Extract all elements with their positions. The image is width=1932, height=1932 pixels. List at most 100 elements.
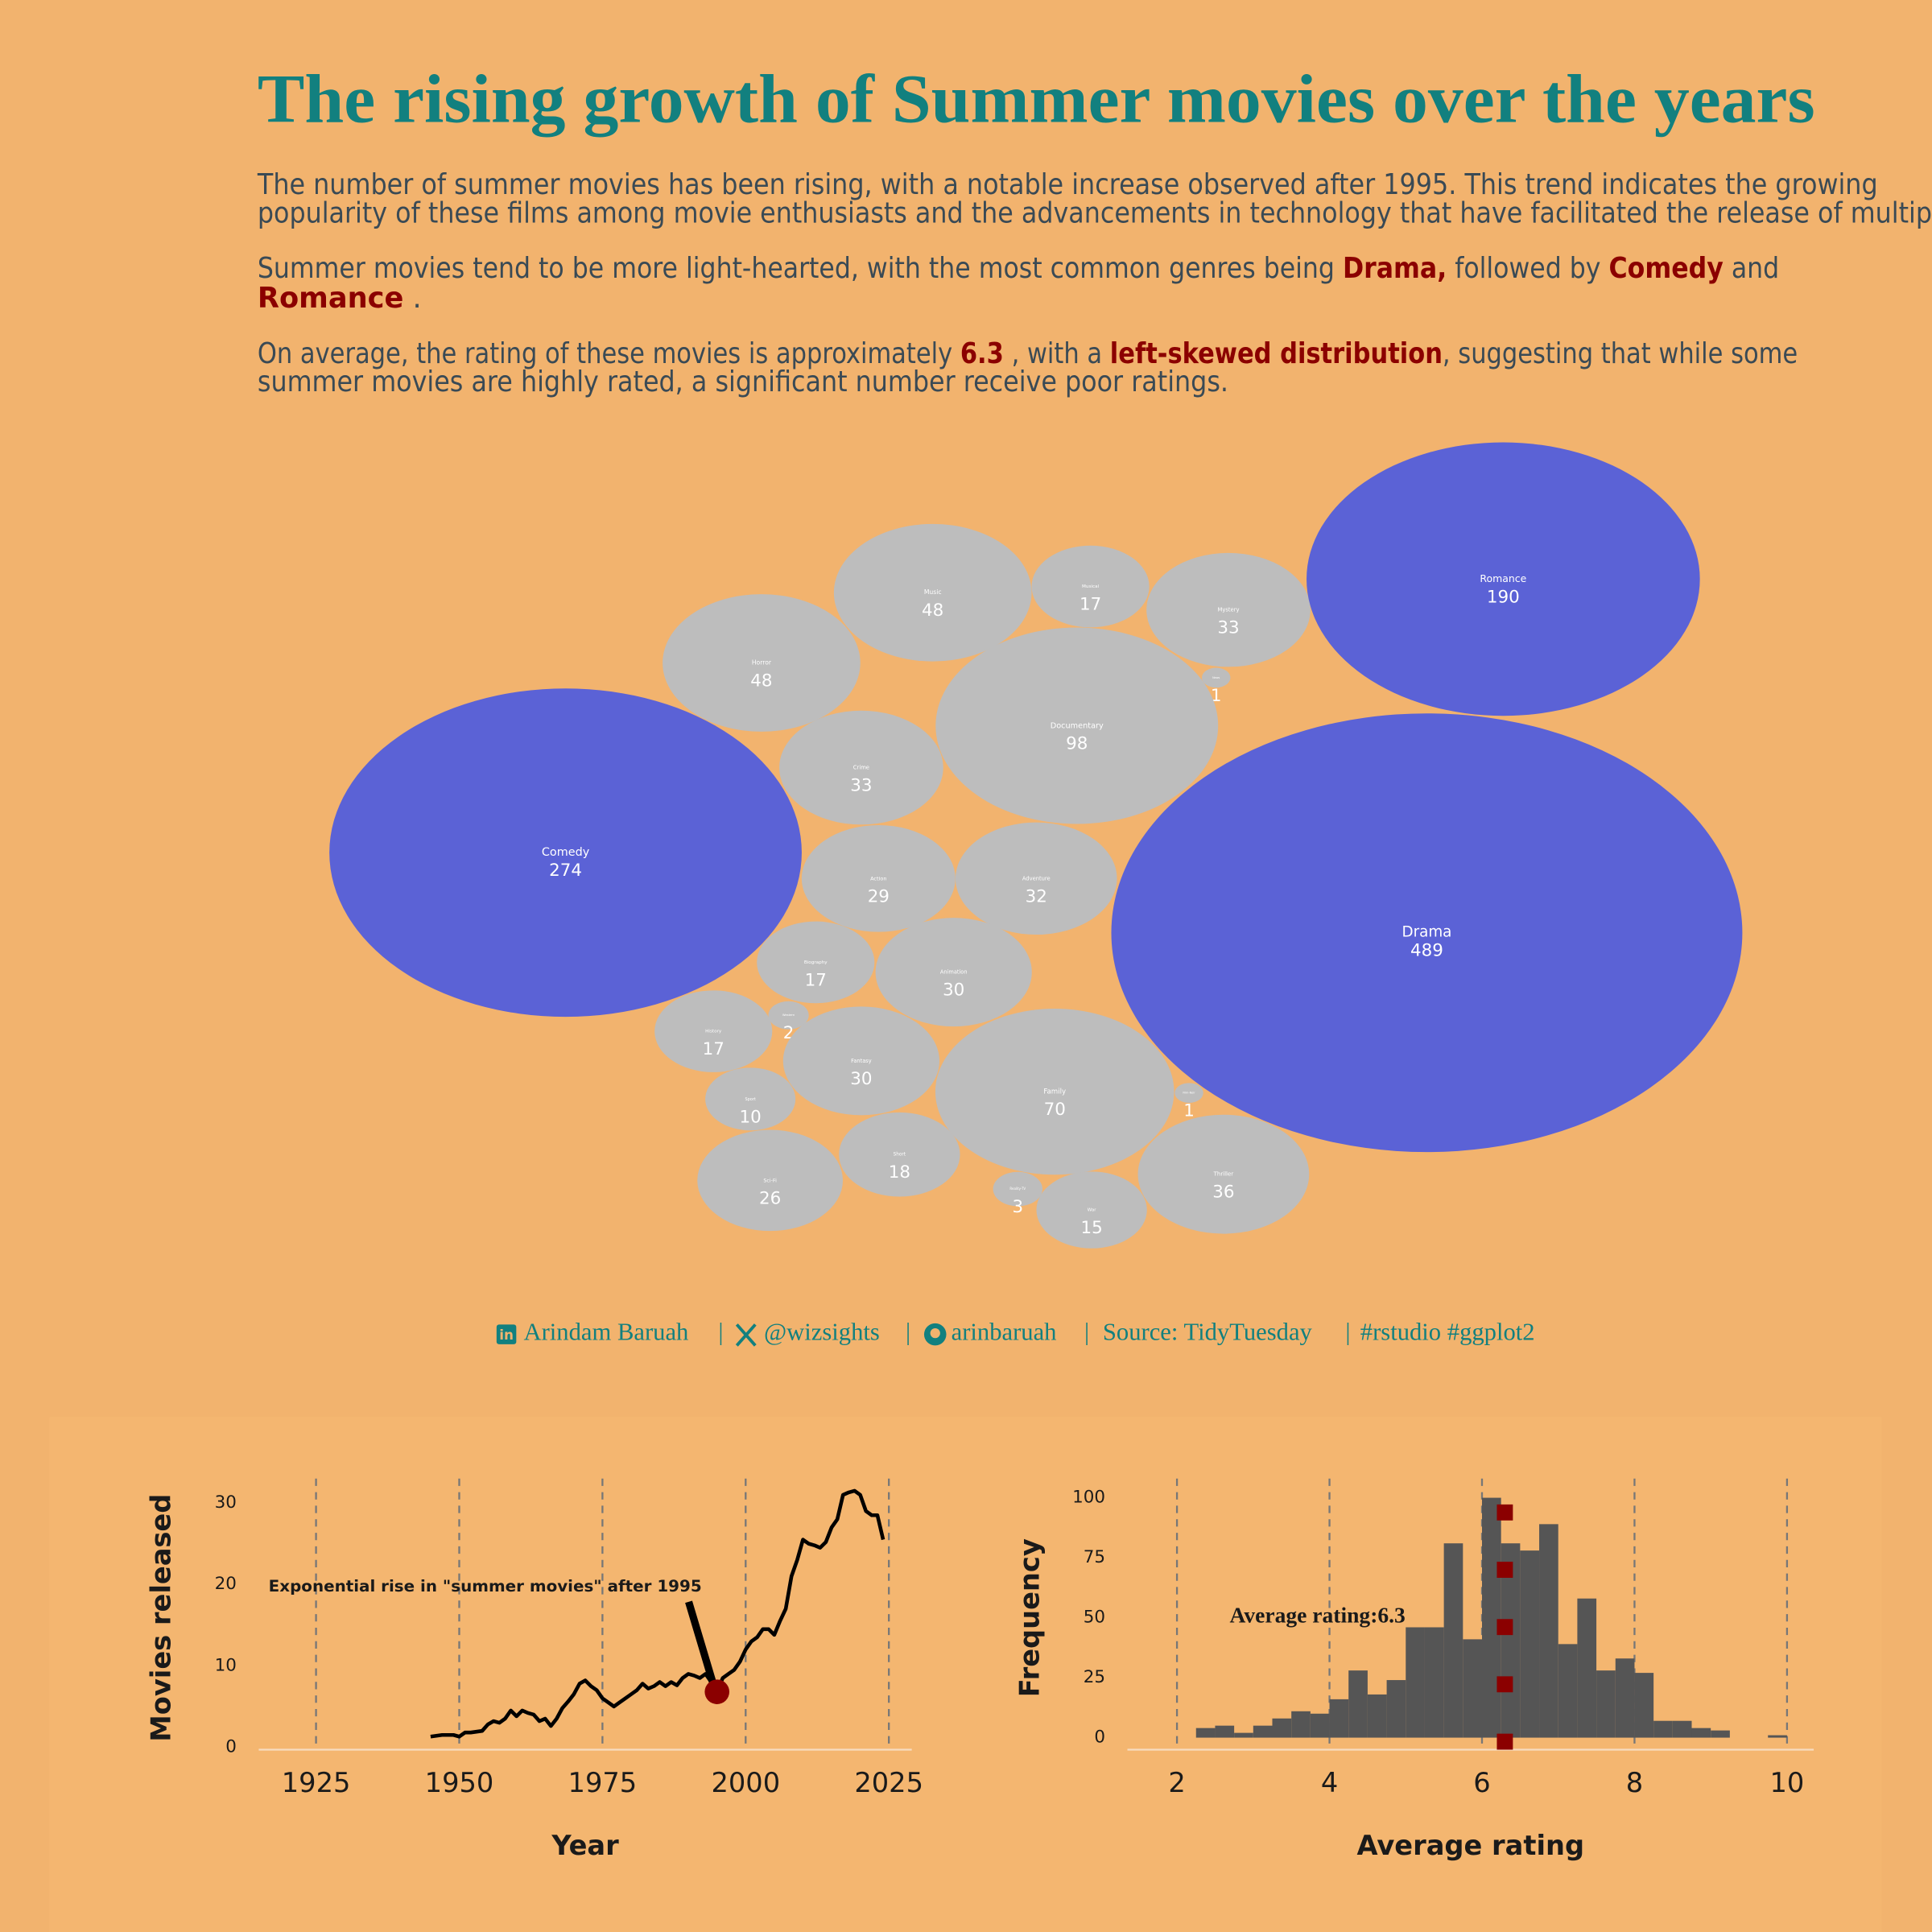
bubble-name: Thriller xyxy=(1213,1171,1234,1178)
bar xyxy=(1348,1670,1368,1738)
bubble-value: 33 xyxy=(1217,618,1239,638)
mean-annotation: Average rating:6.3 xyxy=(1230,1603,1406,1628)
linkedin-icon: in xyxy=(496,1324,517,1344)
text-span: , suggesting that while some xyxy=(1443,337,1798,370)
bubble-value: 98 xyxy=(1066,733,1088,753)
bubble-name: Action xyxy=(870,875,886,881)
bar xyxy=(1215,1725,1235,1738)
bubble-value: 17 xyxy=(703,1039,724,1059)
bubble xyxy=(1036,1171,1147,1249)
bubble-value: 15 xyxy=(1080,1218,1102,1238)
credit: Source: TidyTuesday xyxy=(1103,1319,1313,1346)
x-icon xyxy=(735,1323,757,1347)
bubble-value: 18 xyxy=(889,1162,910,1183)
bar xyxy=(1653,1720,1673,1738)
bar xyxy=(1520,1550,1540,1738)
bar xyxy=(1672,1720,1692,1738)
bubble-value: 48 xyxy=(922,601,943,621)
x-axis-title: Average rating xyxy=(1357,1830,1585,1861)
bubble-value: 30 xyxy=(943,980,964,1001)
bubble-name: Biography xyxy=(804,960,828,965)
bubble-value: 48 xyxy=(750,671,772,691)
bubble-name: Adventure xyxy=(1022,875,1051,881)
paragraph-line: popularity of these films among movie en… xyxy=(258,196,1932,229)
bubble-value: 10 xyxy=(740,1107,762,1127)
bubble xyxy=(839,1112,960,1197)
highlight-text: left-skewed distribution xyxy=(1110,337,1443,370)
annotation-arrow xyxy=(685,1600,717,1686)
highlight-text: Comedy xyxy=(1609,252,1724,285)
bubble-name: Reality-TV xyxy=(1009,1187,1026,1191)
bubble xyxy=(1031,545,1150,628)
bubble-name: Romance xyxy=(1480,572,1526,584)
bubble xyxy=(935,627,1219,824)
bar xyxy=(1577,1598,1597,1738)
bar xyxy=(1481,1497,1501,1738)
bubble-name: Film-Noir xyxy=(1183,1092,1195,1095)
x-tick-label: 2025 xyxy=(854,1767,923,1798)
bar xyxy=(1634,1673,1654,1738)
bar xyxy=(1291,1711,1311,1738)
bubble-name: Short xyxy=(894,1153,906,1158)
x-tick-label: 4 xyxy=(1321,1767,1338,1798)
text-span: Summer movies tend to be more light-hear… xyxy=(258,252,1343,285)
y-tick-label: 75 xyxy=(1084,1547,1105,1567)
y-axis-title: Movies released xyxy=(146,1494,177,1742)
mean-label: Average rating: xyxy=(1230,1603,1378,1628)
separator: | xyxy=(718,1319,723,1346)
y-tick-label: 30 xyxy=(215,1492,237,1513)
bubble xyxy=(1146,552,1311,667)
annotation: Exponential rise in "summer movies" afte… xyxy=(269,1577,702,1596)
bubble-name: Drama xyxy=(1402,924,1451,941)
bar xyxy=(1310,1713,1330,1738)
y-tick-label: 50 xyxy=(1084,1608,1105,1628)
github-icon xyxy=(923,1323,947,1346)
separator: | xyxy=(1084,1319,1089,1346)
bubble-name: Musical xyxy=(1082,584,1100,589)
title: The rising growth of Summer movies over … xyxy=(258,60,1815,137)
bubble xyxy=(1307,442,1700,716)
bubble xyxy=(993,1171,1042,1207)
y-tick-label: 25 xyxy=(1084,1667,1105,1687)
bubble xyxy=(663,594,861,732)
text-span: On average, the rating of these movies i… xyxy=(258,337,960,370)
bubble-value: 36 xyxy=(1212,1183,1234,1203)
credit: @wizsights xyxy=(764,1319,880,1346)
bubble-value: 274 xyxy=(549,861,582,881)
credit: arinbaruah xyxy=(952,1319,1057,1346)
bubble-name: Comedy xyxy=(542,846,590,859)
highlight-text: Romance xyxy=(258,282,403,315)
y-tick-label: 0 xyxy=(1094,1728,1105,1748)
bubble xyxy=(654,990,773,1072)
bar xyxy=(1615,1658,1635,1738)
x-tick-label: 2 xyxy=(1168,1767,1185,1798)
bubble xyxy=(955,822,1117,935)
bubble xyxy=(1201,667,1231,688)
text-span: popularity of these films among movie en… xyxy=(258,196,1932,229)
bubble-name: Sport xyxy=(745,1097,755,1102)
line xyxy=(430,1488,886,1739)
bubble-name: War xyxy=(1088,1208,1096,1213)
bubble xyxy=(705,1067,796,1131)
x-axis-title: Year xyxy=(551,1830,619,1861)
paragraph-line: On average, the rating of these movies i… xyxy=(258,337,1798,370)
bar xyxy=(1253,1725,1273,1738)
bubble-value: 26 xyxy=(759,1188,781,1208)
bubble-name: History xyxy=(705,1030,722,1034)
bubble-value: 30 xyxy=(850,1069,872,1089)
paragraph-line: Summer movies tend to be more light-hear… xyxy=(258,252,1779,285)
bubble xyxy=(1137,1114,1310,1234)
bubble xyxy=(757,921,875,1004)
bubble-value: 32 xyxy=(1026,886,1047,906)
bar xyxy=(1768,1735,1787,1738)
bubble-value: 33 xyxy=(850,776,872,796)
bubble-value: 70 xyxy=(1044,1100,1066,1120)
highlight-text: Drama, xyxy=(1343,252,1447,285)
bubble xyxy=(1111,713,1743,1153)
bubble-name: Animation xyxy=(940,969,968,976)
x-tick-label: 8 xyxy=(1626,1767,1643,1798)
paragraph-line: The number of summer movies has been ris… xyxy=(257,168,1878,201)
bar xyxy=(1443,1543,1463,1738)
